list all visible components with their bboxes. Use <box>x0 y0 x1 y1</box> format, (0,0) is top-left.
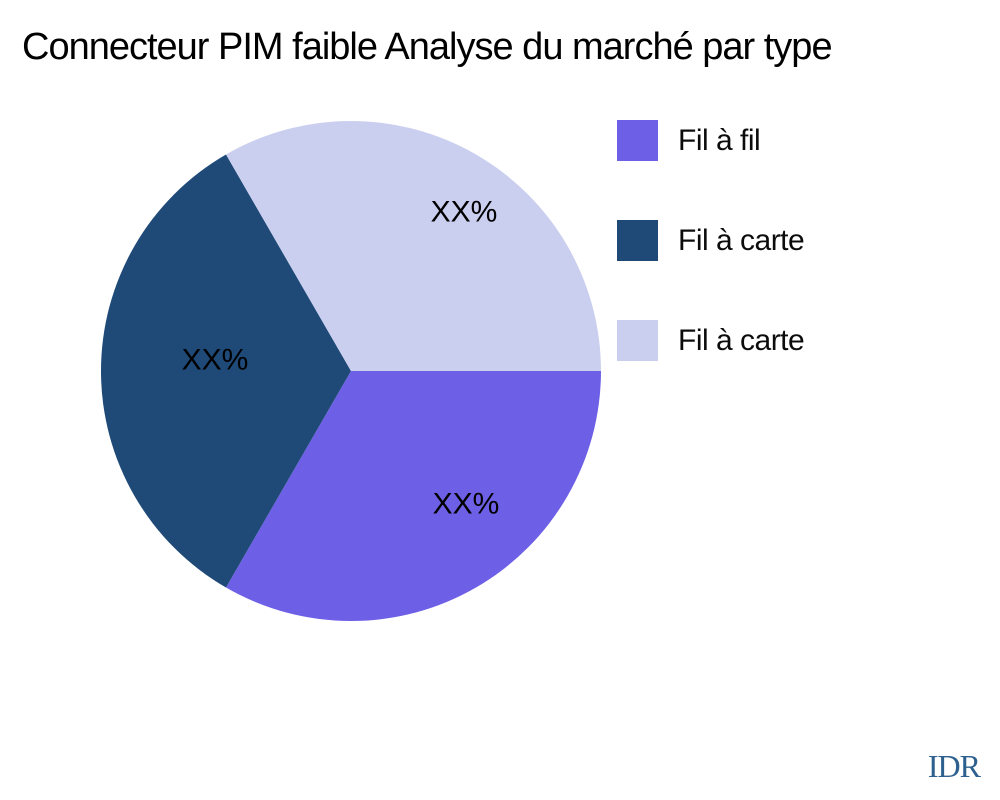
legend-swatch-icon <box>617 320 658 361</box>
watermark: IDR <box>927 748 981 784</box>
legend-item-fil-a-carte-1: Fil à carte <box>617 220 805 261</box>
pie-slice-0 <box>226 371 601 622</box>
legend-swatch-icon <box>617 220 658 261</box>
slice-percent-label-0: XX% <box>433 488 500 521</box>
legend-label: Fil à fil <box>678 123 761 157</box>
pie-slice-2 <box>226 120 601 371</box>
pie-slice-1 <box>100 154 352 588</box>
legend-label: Fil à carte <box>678 223 805 257</box>
pie-slices <box>100 120 601 622</box>
chart-title: Connecteur PIM faible Analyse du marché … <box>22 26 833 68</box>
legend: Fil à fil Fil à carte Fil à carte <box>617 120 805 361</box>
legend-item-fil-a-carte-2: Fil à carte <box>617 320 805 361</box>
slice-percent-label-2: XX% <box>431 196 498 229</box>
pie-slice-labels: XX% XX% XX% <box>182 196 500 521</box>
legend-item-fil-a-fil: Fil à fil <box>617 120 804 161</box>
legend-swatch-icon <box>617 120 658 161</box>
legend-label: Fil à carte <box>678 323 805 357</box>
slice-percent-label-1: XX% <box>182 344 249 377</box>
